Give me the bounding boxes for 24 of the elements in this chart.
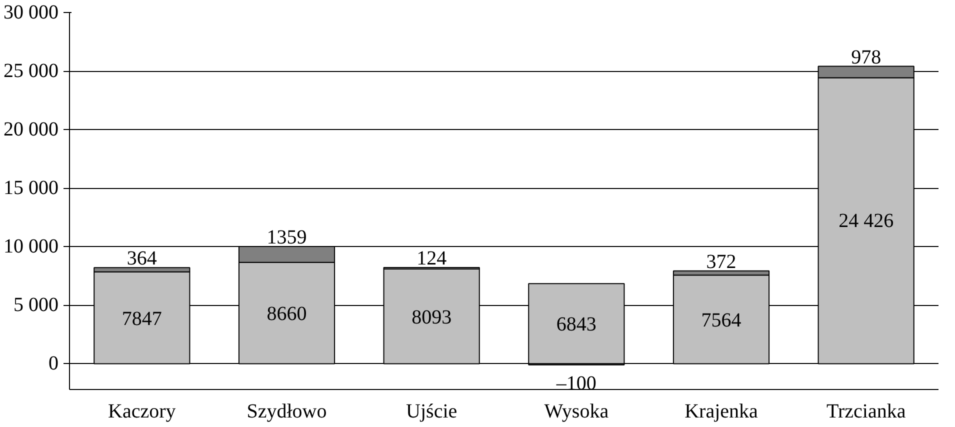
x-tick-label: Trzcianka	[826, 400, 906, 422]
data-label: 364	[126, 248, 157, 270]
y-tick-label: 30 000	[4, 2, 58, 24]
data-label: 7847	[122, 308, 162, 330]
data-label: 7564	[701, 309, 742, 332]
x-tick-label: Szydłowo	[246, 400, 327, 422]
x-tick-label: Ujście	[406, 400, 458, 422]
x-tick-label: Krajenka	[684, 400, 758, 422]
data-label: 6843	[556, 314, 596, 336]
data-label: 124	[416, 248, 447, 270]
data-label: 8093	[412, 306, 452, 328]
data-label: 978	[851, 46, 882, 68]
data-label: 24 426	[838, 210, 894, 232]
y-tick-label: 10 000	[4, 236, 58, 258]
data-label: 1359	[266, 226, 307, 248]
y-tick-label: 0	[48, 352, 58, 375]
data-label: 8660	[266, 303, 307, 326]
y-tick-label: 25 000	[4, 60, 58, 82]
y-tick-label: 15 000	[4, 177, 58, 200]
x-tick-label: Kaczory	[108, 400, 176, 422]
data-label: 372	[706, 250, 736, 273]
y-tick-label: 5 000	[14, 294, 58, 316]
x-tick-label: Wysoka	[544, 400, 609, 422]
y-tick-label: 20 000	[4, 118, 58, 141]
